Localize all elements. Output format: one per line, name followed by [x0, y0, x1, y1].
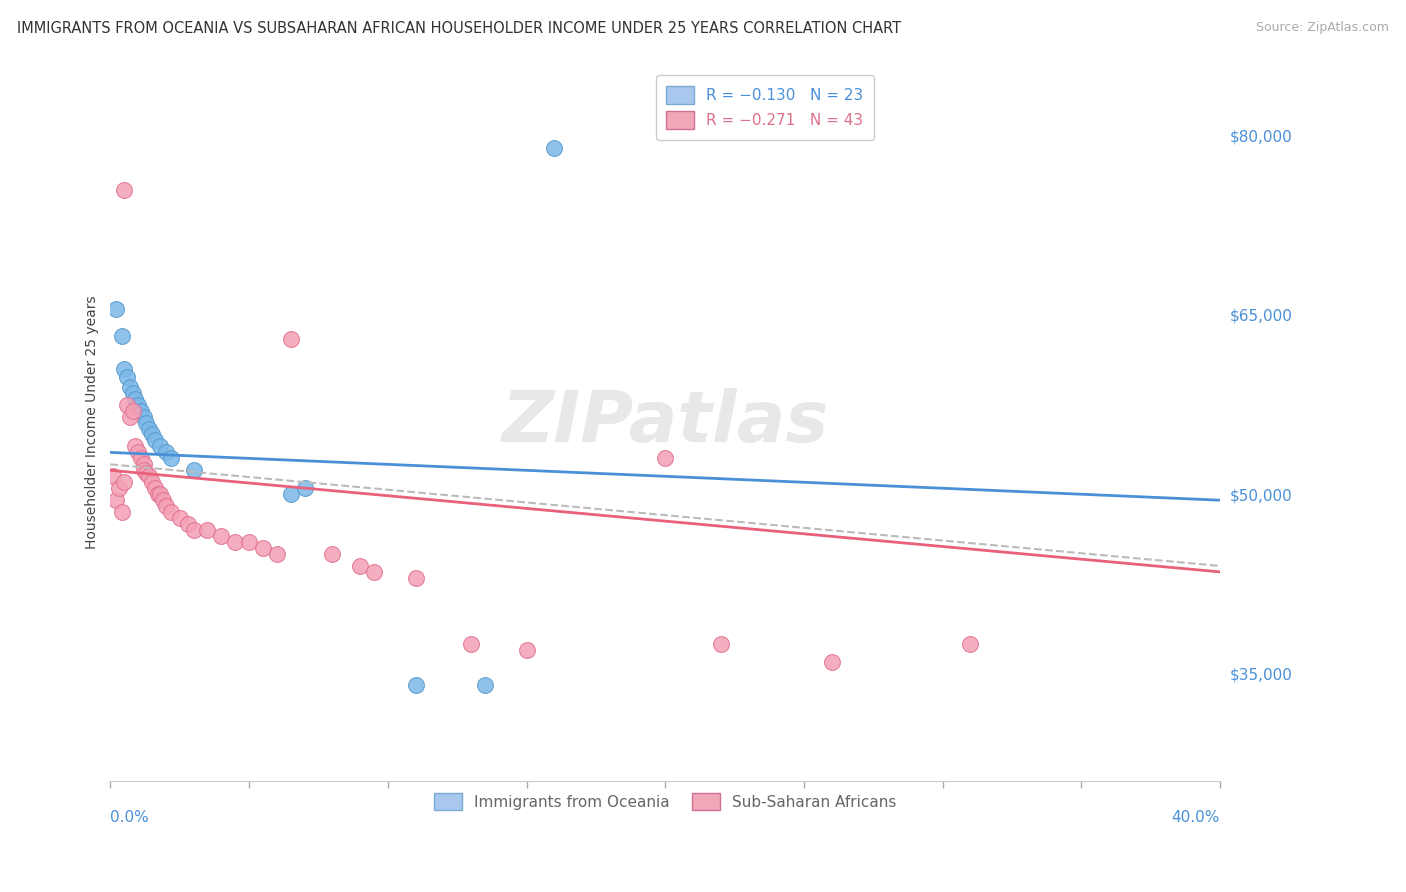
Point	[112, 182, 135, 196]
Point	[224, 535, 246, 549]
Point	[543, 141, 565, 155]
Point	[141, 427, 163, 442]
Point	[143, 481, 166, 495]
Point	[280, 332, 302, 346]
Point	[209, 529, 232, 543]
Point	[280, 487, 302, 501]
Legend: Immigrants from Oceania, Sub-Saharan Africans: Immigrants from Oceania, Sub-Saharan Afr…	[427, 787, 903, 816]
Point	[115, 398, 138, 412]
Point	[110, 329, 132, 343]
Point	[129, 451, 152, 466]
Point	[252, 541, 274, 555]
Text: 0.0%: 0.0%	[111, 810, 149, 825]
Text: 40.0%: 40.0%	[1171, 810, 1220, 825]
Y-axis label: Householder Income Under 25 years: Householder Income Under 25 years	[86, 296, 100, 549]
Point	[132, 409, 155, 424]
Point	[321, 547, 343, 561]
Point	[460, 637, 482, 651]
Point	[118, 409, 141, 424]
Point	[112, 361, 135, 376]
Point	[104, 493, 127, 508]
Point	[654, 451, 676, 466]
Point	[124, 439, 146, 453]
Point	[474, 678, 496, 692]
Point	[115, 370, 138, 384]
Point	[129, 403, 152, 417]
Point	[238, 535, 260, 549]
Point	[127, 445, 149, 459]
Point	[169, 511, 191, 525]
Point	[152, 493, 174, 508]
Point	[135, 416, 157, 430]
Point	[132, 458, 155, 472]
Point	[959, 637, 981, 651]
Point	[149, 439, 172, 453]
Point	[146, 487, 169, 501]
Point	[132, 463, 155, 477]
Point	[118, 380, 141, 394]
Point	[183, 523, 205, 537]
Text: IMMIGRANTS FROM OCEANIA VS SUBSAHARAN AFRICAN HOUSEHOLDER INCOME UNDER 25 YEARS : IMMIGRANTS FROM OCEANIA VS SUBSAHARAN AF…	[17, 21, 901, 37]
Point	[103, 469, 125, 483]
Point	[138, 421, 160, 435]
Point	[197, 523, 219, 537]
Point	[405, 678, 427, 692]
Point	[141, 475, 163, 490]
Point	[349, 558, 371, 573]
Point	[266, 547, 288, 561]
Text: Source: ZipAtlas.com: Source: ZipAtlas.com	[1256, 21, 1389, 35]
Point	[121, 385, 143, 400]
Point	[405, 571, 427, 585]
Point	[149, 487, 172, 501]
Point	[143, 434, 166, 448]
Point	[121, 403, 143, 417]
Point	[155, 499, 177, 513]
Point	[183, 463, 205, 477]
Point	[138, 469, 160, 483]
Point	[124, 392, 146, 406]
Point	[160, 505, 183, 519]
Point	[110, 505, 132, 519]
Point	[104, 301, 127, 316]
Point	[160, 451, 183, 466]
Point	[127, 398, 149, 412]
Point	[112, 475, 135, 490]
Point	[820, 655, 842, 669]
Text: ZIPatlas: ZIPatlas	[502, 388, 830, 457]
Point	[155, 445, 177, 459]
Point	[363, 565, 385, 579]
Point	[135, 466, 157, 480]
Point	[177, 517, 200, 532]
Point	[515, 642, 537, 657]
Point	[107, 481, 129, 495]
Point	[710, 637, 733, 651]
Point	[294, 481, 316, 495]
